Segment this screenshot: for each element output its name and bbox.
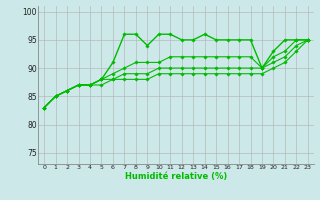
X-axis label: Humidité relative (%): Humidité relative (%) xyxy=(125,172,227,181)
